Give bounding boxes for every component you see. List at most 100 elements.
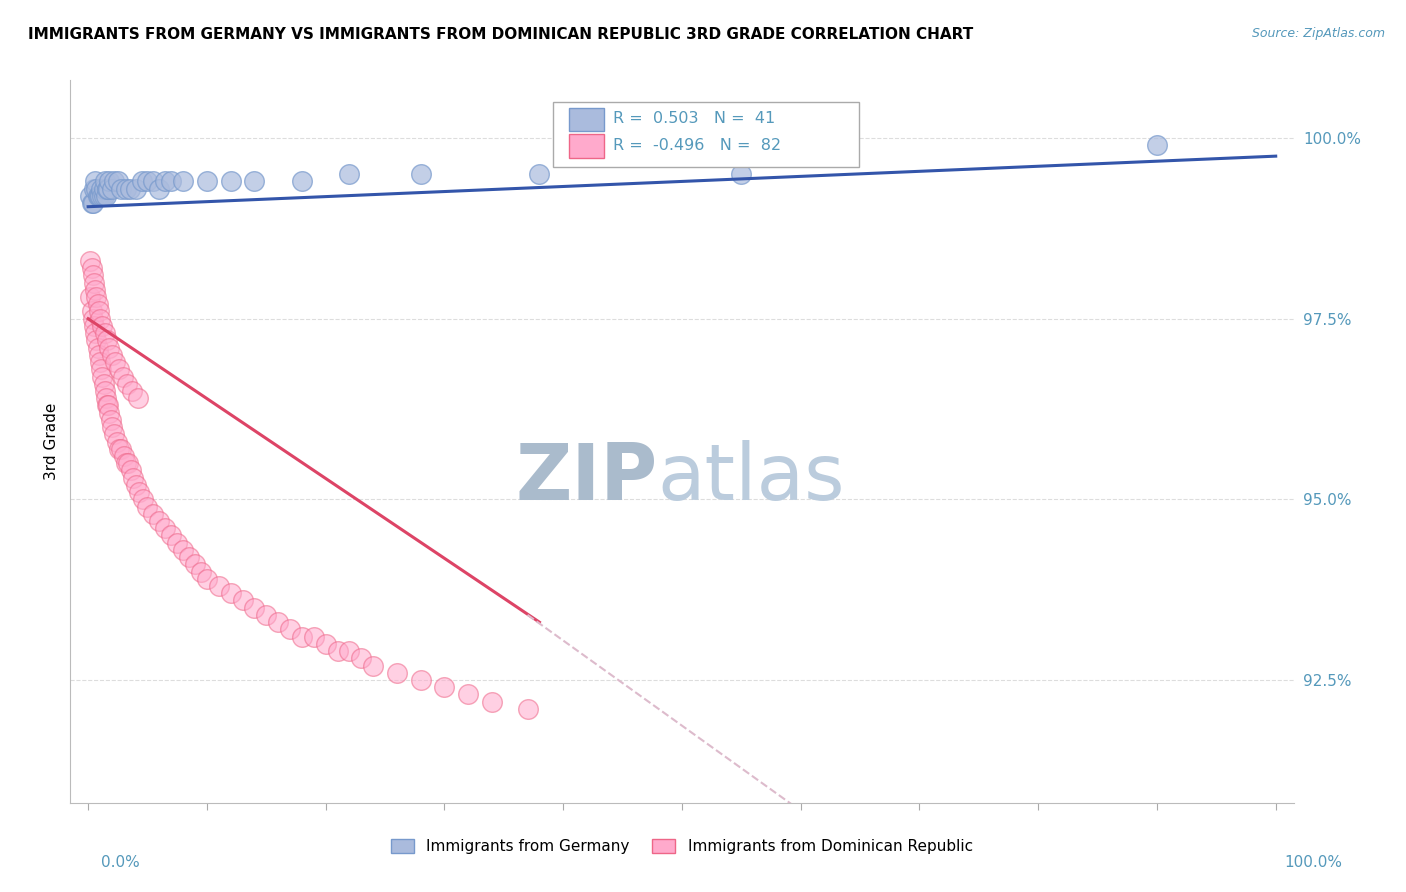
- Point: [86, 297, 108, 311]
- Point: [160, 528, 183, 542]
- Point: [93, 174, 115, 188]
- Point: [516, 702, 538, 716]
- Point: [120, 463, 142, 477]
- Point: [350, 651, 373, 665]
- Text: IMMIGRANTS FROM GERMANY VS IMMIGRANTS FROM DOMINICAN REPUBLIC 3RD GRADE CORRELAT: IMMIGRANTS FROM GERMANY VS IMMIGRANTS FR…: [28, 27, 973, 42]
- Point: [86, 341, 108, 355]
- Point: [86, 290, 108, 304]
- Point: [91, 369, 114, 384]
- Point: [91, 318, 114, 333]
- Point: [104, 355, 127, 369]
- Bar: [569, 108, 603, 131]
- Legend: Immigrants from Germany, Immigrants from Dominican Republic: Immigrants from Germany, Immigrants from…: [385, 832, 979, 860]
- Y-axis label: 3rd Grade: 3rd Grade: [44, 403, 59, 480]
- Text: ZIP: ZIP: [515, 440, 658, 516]
- Point: [100, 413, 122, 427]
- Point: [93, 181, 115, 195]
- Point: [107, 174, 129, 188]
- Point: [219, 174, 242, 188]
- Point: [172, 542, 194, 557]
- Point: [89, 311, 111, 326]
- Point: [94, 391, 117, 405]
- Point: [385, 665, 408, 680]
- Point: [96, 334, 118, 348]
- Point: [132, 492, 155, 507]
- Point: [131, 174, 153, 188]
- Point: [128, 485, 150, 500]
- Point: [101, 420, 124, 434]
- Point: [87, 304, 110, 318]
- Point: [103, 174, 125, 188]
- Point: [82, 311, 104, 326]
- Point: [481, 695, 503, 709]
- Point: [155, 521, 177, 535]
- Point: [101, 348, 124, 362]
- Point: [326, 644, 349, 658]
- Point: [108, 362, 131, 376]
- Point: [93, 376, 115, 391]
- Point: [121, 384, 143, 398]
- Point: [93, 326, 115, 340]
- Point: [361, 658, 384, 673]
- Point: [208, 579, 231, 593]
- Point: [337, 167, 360, 181]
- Point: [122, 471, 145, 485]
- Point: [84, 326, 107, 340]
- Point: [86, 334, 108, 348]
- Point: [160, 174, 183, 188]
- Point: [529, 167, 551, 181]
- Text: R =  0.503   N =  41: R = 0.503 N = 41: [613, 112, 776, 126]
- Bar: [569, 135, 603, 158]
- Text: 100.0%: 100.0%: [1285, 855, 1343, 870]
- Point: [117, 376, 139, 391]
- Point: [409, 673, 432, 687]
- Point: [79, 189, 101, 203]
- Point: [243, 600, 266, 615]
- Point: [315, 637, 337, 651]
- Point: [80, 304, 103, 318]
- Point: [82, 268, 104, 283]
- Point: [108, 442, 131, 456]
- Point: [243, 174, 266, 188]
- Point: [98, 174, 121, 188]
- Point: [291, 174, 314, 188]
- Point: [112, 449, 135, 463]
- Point: [115, 456, 138, 470]
- Point: [136, 174, 159, 188]
- Point: [91, 189, 114, 203]
- Point: [142, 507, 165, 521]
- Point: [87, 189, 110, 203]
- Text: R =  -0.496   N =  82: R = -0.496 N = 82: [613, 137, 782, 153]
- Point: [83, 318, 105, 333]
- Point: [457, 687, 479, 701]
- Point: [195, 572, 218, 586]
- Point: [219, 586, 242, 600]
- Point: [90, 181, 112, 195]
- Text: Source: ZipAtlas.com: Source: ZipAtlas.com: [1251, 27, 1385, 40]
- Point: [142, 174, 165, 188]
- Point: [98, 341, 121, 355]
- Text: 0.0%: 0.0%: [101, 855, 141, 870]
- Point: [136, 500, 159, 514]
- Point: [86, 181, 108, 195]
- Point: [83, 181, 105, 195]
- Point: [1146, 138, 1168, 153]
- Point: [190, 565, 212, 579]
- Point: [93, 189, 115, 203]
- Point: [117, 456, 139, 470]
- Point: [84, 283, 107, 297]
- Point: [96, 181, 118, 195]
- Point: [110, 442, 132, 456]
- Point: [111, 369, 134, 384]
- Point: [97, 181, 120, 195]
- Point: [80, 261, 103, 276]
- Point: [89, 189, 111, 203]
- FancyBboxPatch shape: [554, 102, 859, 167]
- Point: [82, 196, 104, 211]
- Point: [254, 607, 277, 622]
- Point: [90, 362, 112, 376]
- Point: [115, 181, 138, 195]
- Point: [86, 189, 108, 203]
- Point: [278, 623, 301, 637]
- Point: [730, 167, 752, 181]
